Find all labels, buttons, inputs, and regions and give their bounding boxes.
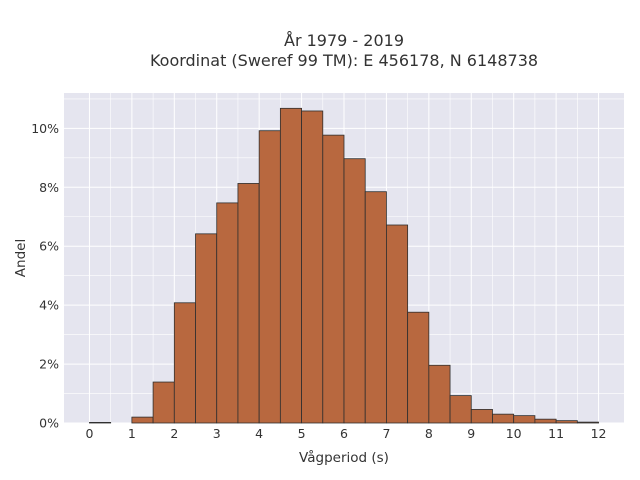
histogram-bar	[173, 302, 196, 424]
histogram-bar	[364, 191, 387, 424]
y-tick-label: 2%	[39, 357, 59, 372]
x-tick-label: 12	[591, 426, 607, 441]
x-tick-label: 5	[298, 426, 306, 441]
chart-subtitle: Koordinat (Sweref 99 TM): E 456178, N 61…	[150, 51, 538, 70]
x-tick-label: 0	[85, 426, 93, 441]
histogram-bar	[279, 107, 302, 424]
histogram-bar	[449, 395, 472, 424]
x-tick-label: 8	[425, 426, 433, 441]
y-tick-label: 8%	[39, 180, 59, 195]
histogram-bar	[195, 233, 218, 424]
y-tick-labels: 0% 2% 4% 6% 8% 10%	[31, 121, 59, 431]
histogram-bar	[131, 416, 154, 424]
histogram-bar	[428, 364, 451, 424]
x-tick-label: 7	[382, 426, 390, 441]
histogram-bar	[216, 202, 239, 424]
histogram-bar	[343, 158, 366, 424]
histogram-bar	[258, 130, 281, 424]
histogram-bar	[534, 418, 557, 424]
histogram-bar	[152, 381, 175, 424]
histogram-bar	[470, 409, 493, 424]
x-tick-label: 3	[213, 426, 221, 441]
x-tick-label: 2	[170, 426, 178, 441]
histogram-bar	[386, 224, 409, 424]
x-tick-label: 9	[467, 426, 475, 441]
histogram-bar	[513, 415, 536, 424]
chart-title: År 1979 - 2019	[284, 31, 404, 50]
histogram-bar	[492, 413, 515, 424]
histogram-bars	[89, 107, 599, 424]
x-axis-label: Vågperiod (s)	[299, 449, 389, 466]
y-tick-label: 0%	[39, 416, 59, 431]
histogram-bar	[576, 421, 599, 424]
histogram-bar	[407, 311, 430, 424]
y-tick-label: 10%	[31, 121, 59, 136]
x-tick-labels: 0 1 2 3 4 5 6 7 8 9 10 11 12	[85, 426, 606, 441]
histogram-bar	[555, 420, 578, 424]
histogram-bar	[301, 110, 324, 424]
histogram-bar	[237, 183, 260, 424]
x-tick-label: 11	[548, 426, 564, 441]
x-tick-label: 6	[340, 426, 348, 441]
x-tick-label: 4	[255, 426, 263, 441]
x-tick-label: 10	[506, 426, 522, 441]
histogram-bar	[89, 422, 112, 424]
y-tick-label: 4%	[39, 298, 59, 313]
y-tick-label: 6%	[39, 239, 59, 254]
y-axis-label: Andel	[13, 239, 29, 277]
x-tick-label: 1	[128, 426, 136, 441]
histogram-bar	[322, 134, 345, 424]
